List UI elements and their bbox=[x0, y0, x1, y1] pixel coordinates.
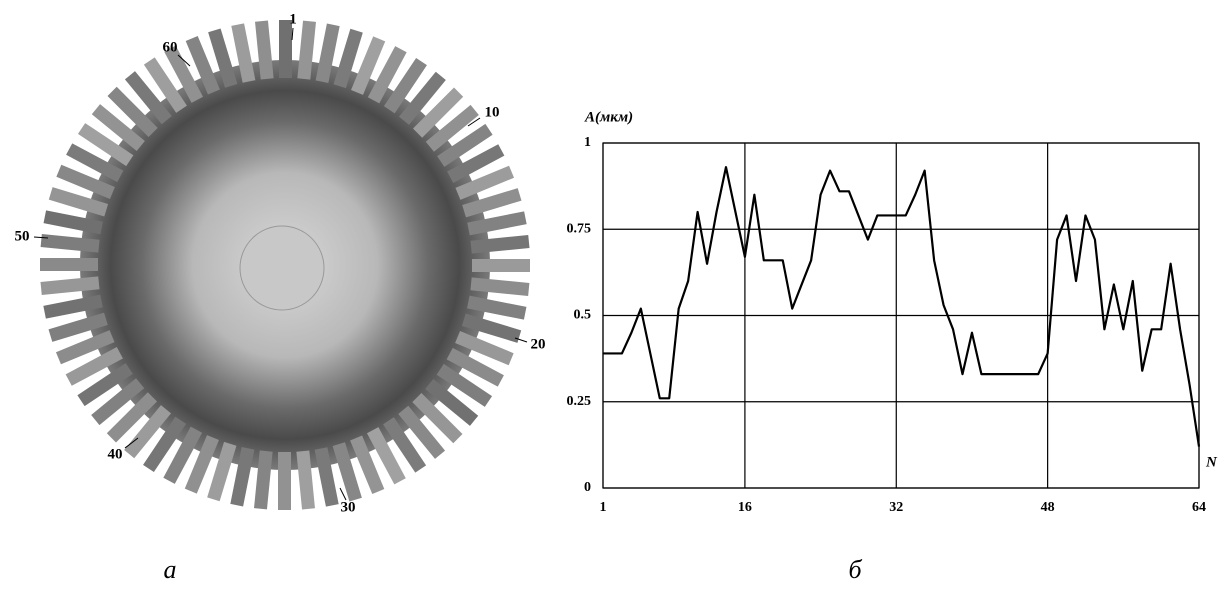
caption: а bbox=[164, 555, 177, 584]
blade-label: 20 bbox=[531, 336, 546, 352]
blade-label: 60 bbox=[163, 39, 178, 55]
blade-label: 30 bbox=[341, 499, 356, 515]
y-tick-label: 0.25 bbox=[567, 394, 592, 409]
x-tick-label: 1 bbox=[600, 500, 607, 515]
caption: б bbox=[848, 555, 862, 584]
x-tick-label: 16 bbox=[738, 500, 752, 515]
blade-label: 40 bbox=[108, 446, 123, 462]
figure: 1 60 10 50 20 40 30 а б A(мкм) N 0 0.25 0.… bbox=[0, 0, 1220, 603]
x-tick-label: 48 bbox=[1041, 500, 1055, 515]
leader-line bbox=[340, 488, 346, 500]
y-axis-label: A(мкм) bbox=[584, 109, 633, 125]
y-tick-label: 0.5 bbox=[574, 308, 592, 323]
x-axis-label: N bbox=[1205, 454, 1218, 470]
y-tick-label: 1 bbox=[584, 135, 591, 150]
blade bbox=[279, 20, 292, 78]
blade-label: 1 bbox=[289, 11, 297, 27]
hub bbox=[240, 226, 324, 310]
blade-label: 50 bbox=[15, 228, 30, 244]
blade bbox=[40, 258, 98, 271]
x-tick-label: 32 bbox=[889, 500, 903, 515]
blade bbox=[278, 452, 291, 510]
blade-disk-photo bbox=[40, 20, 530, 510]
y-tick-label: 0.75 bbox=[567, 221, 592, 236]
data-line bbox=[603, 167, 1199, 446]
y-tick-label: 0 bbox=[584, 480, 591, 495]
blade bbox=[472, 259, 530, 272]
leader-line bbox=[292, 28, 293, 40]
blade-label: 10 bbox=[485, 104, 500, 120]
x-tick-label: 64 bbox=[1192, 500, 1206, 515]
